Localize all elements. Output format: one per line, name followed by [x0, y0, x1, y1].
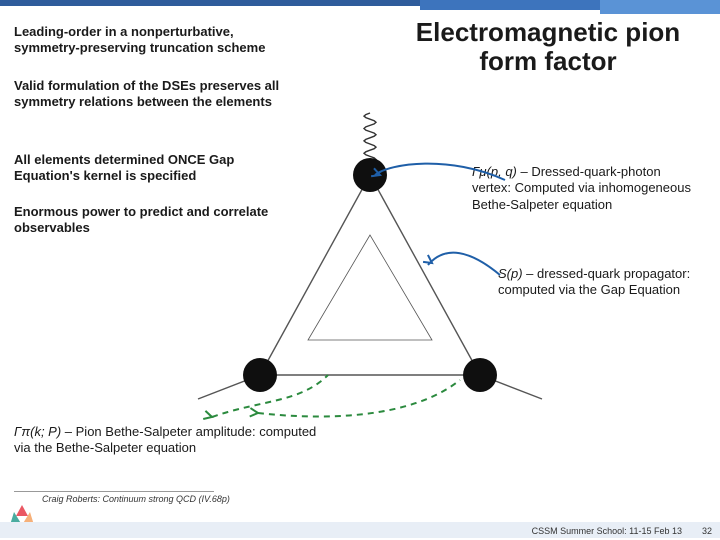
credit-text: Craig Roberts: Continuum strong QCD (IV.… [42, 494, 230, 504]
top-bar-seg-3 [600, 0, 720, 14]
annotation: S(p) – dressed-quark propagator: compute… [498, 266, 713, 299]
triangle-diagram [200, 145, 520, 405]
left-paragraph: Leading-order in a nonperturbative, symm… [14, 24, 294, 57]
top-bar-seg-1 [0, 0, 420, 6]
left-paragraph: Valid formulation of the DSEs preserves … [14, 78, 294, 111]
page-number: 32 [702, 526, 712, 536]
top-bar-seg-2 [420, 0, 600, 10]
diagram-svg [200, 145, 520, 405]
credit-line [14, 491, 214, 492]
slide-root: Electromagnetic pion form factor Leading… [0, 0, 720, 540]
top-bar [0, 0, 720, 14]
slide-title: Electromagnetic pion form factor [398, 18, 698, 75]
bottom-annotation: Γπ(k; P) – Pion Bethe-Salpeter amplitude… [14, 424, 334, 457]
footer-right: CSSM Summer School: 11-15 Feb 13 [532, 526, 682, 536]
